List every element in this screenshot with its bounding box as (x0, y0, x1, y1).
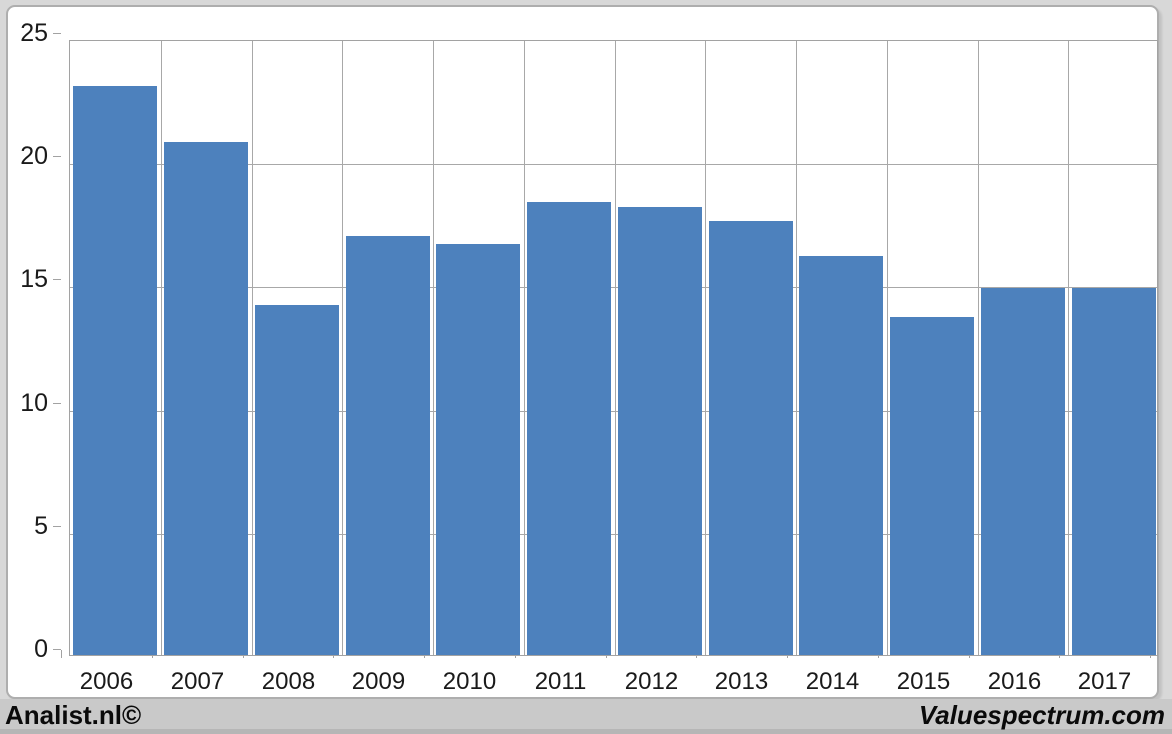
bar-2010 (436, 244, 520, 655)
bar-2006 (73, 86, 157, 655)
gridline-vertical (705, 41, 706, 655)
bar-2012 (618, 207, 702, 655)
bar-2007 (164, 142, 248, 655)
gridline-vertical (615, 41, 616, 655)
gridline-horizontal (70, 410, 1157, 412)
gridline-vertical (887, 41, 888, 655)
chart-frame (6, 5, 1159, 699)
gridline-vertical (978, 41, 979, 655)
gridline-horizontal (70, 164, 1157, 166)
gridline-vertical (524, 41, 525, 655)
gridline-vertical (161, 41, 162, 655)
gridline-vertical (433, 41, 434, 655)
gridline-vertical (796, 41, 797, 655)
bar-2017 (1072, 288, 1156, 655)
gridline-vertical (342, 41, 343, 655)
bar-2013 (709, 221, 793, 655)
gridline-horizontal (70, 533, 1157, 535)
gridline-vertical (252, 41, 253, 655)
bar-2009 (346, 236, 430, 655)
gridline-vertical (1068, 41, 1069, 655)
valuespectrum-credit: Valuespectrum.com (918, 700, 1165, 730)
bar-2008 (255, 305, 339, 655)
plot-area (69, 40, 1158, 656)
bar-2016 (981, 288, 1065, 655)
gridline-horizontal (70, 287, 1157, 289)
analist-credit: Analist.nl© (5, 700, 142, 730)
bar-2014 (799, 256, 883, 655)
bar-2011 (527, 202, 611, 655)
bar-2015 (890, 317, 974, 655)
footer-bar: Analist.nl© Valuespectrum.com (0, 699, 1172, 734)
